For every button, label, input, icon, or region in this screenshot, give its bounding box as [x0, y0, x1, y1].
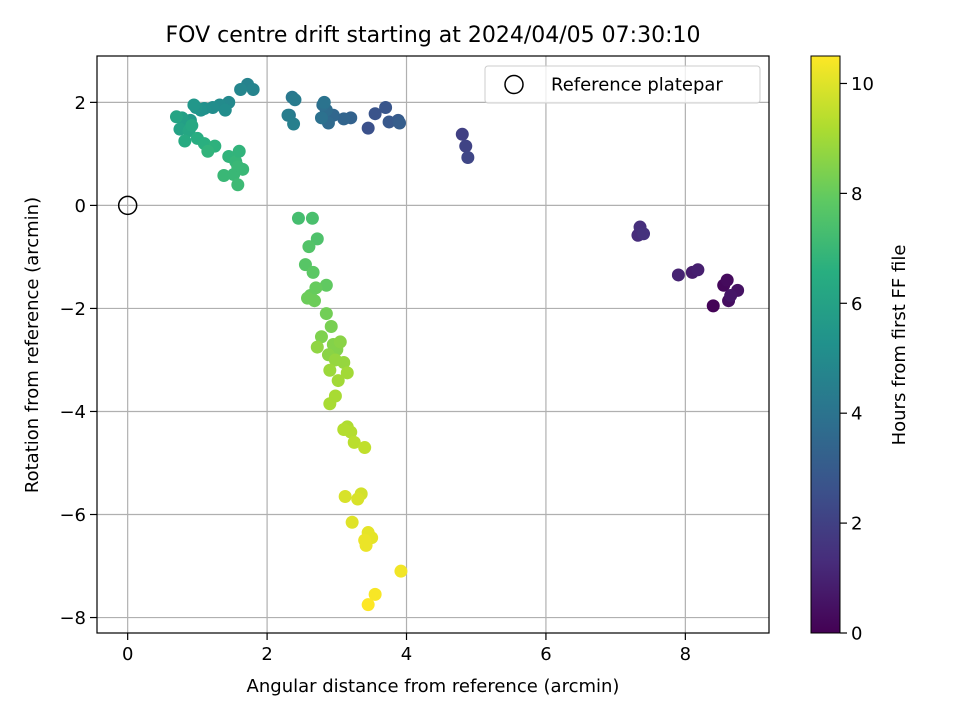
data-point [720, 273, 734, 287]
data-point [187, 98, 201, 112]
colorbar-tick-label: 0 [851, 624, 862, 645]
data-point [314, 330, 328, 344]
data-point [379, 101, 393, 115]
data-point [169, 110, 183, 124]
data-point [178, 134, 192, 148]
data-point [706, 299, 720, 313]
y-tick-label: −8 [59, 608, 86, 629]
data-point [337, 112, 351, 126]
data-point [358, 441, 372, 455]
y-axis: −8 −6 −4 −2 0 2 [59, 93, 97, 629]
data-point [461, 150, 475, 164]
data-point [234, 82, 248, 96]
y-tick-label: −6 [59, 505, 86, 526]
data-point [671, 268, 685, 282]
data-point [340, 366, 354, 380]
data-point [691, 263, 705, 277]
data-point [185, 119, 199, 133]
data-point [288, 93, 302, 107]
chart-title: FOV centre drift starting at 2024/04/05 … [166, 23, 701, 48]
data-point [310, 340, 324, 354]
data-point [361, 121, 375, 135]
legend-marker-icon [504, 74, 524, 95]
data-point [217, 169, 231, 183]
data-point [394, 564, 408, 578]
x-tick-label: 2 [261, 644, 272, 665]
colorbar-tick-label: 8 [851, 184, 862, 205]
data-point [319, 307, 333, 321]
data-point [310, 232, 324, 246]
data-point [323, 363, 337, 377]
data-point [351, 492, 365, 506]
data-points [169, 77, 745, 612]
y-tick-label: −4 [59, 402, 86, 423]
colorbar-ticks: 0 2 4 6 8 10 [840, 74, 874, 645]
data-point [337, 423, 351, 437]
data-point [361, 598, 375, 612]
data-point [218, 103, 232, 117]
data-point [319, 278, 333, 292]
data-point [201, 144, 215, 158]
data-point [331, 374, 345, 388]
legend-entry-label: Reference platepar [551, 75, 723, 96]
data-point [455, 127, 469, 141]
legend-box [484, 65, 761, 104]
colorbar: 0 2 4 6 8 10 Hours from first FF file [810, 55, 910, 645]
data-point [287, 117, 301, 131]
data-point [333, 335, 347, 349]
plot-area-frame [96, 55, 770, 634]
x-axis-label: Angular distance from reference (arcmin) [247, 676, 620, 697]
data-point [291, 211, 305, 225]
data-point [368, 587, 382, 601]
colorbar-tick-label: 2 [851, 514, 862, 535]
colorbar-tick-label: 4 [851, 404, 862, 425]
data-point [314, 111, 328, 125]
y-tick-label: 0 [75, 196, 86, 217]
data-point [231, 178, 245, 192]
data-point [338, 489, 352, 503]
data-point [393, 116, 407, 130]
data-point [305, 211, 319, 225]
reference-point-marker [117, 195, 138, 216]
data-point [637, 227, 651, 241]
data-point [246, 82, 260, 96]
data-point [317, 95, 331, 109]
data-point [302, 240, 316, 254]
data-point [347, 435, 361, 449]
x-tick-label: 6 [540, 644, 551, 665]
x-axis: 0 2 4 6 8 [122, 633, 691, 665]
data-point [236, 162, 250, 176]
colorbar-tick-label: 6 [851, 294, 862, 315]
colorbar-label: Hours from first FF file [889, 245, 910, 446]
data-point [368, 107, 382, 121]
data-point [345, 515, 359, 529]
x-tick-label: 8 [680, 644, 691, 665]
data-point [324, 319, 338, 333]
y-axis-label: Rotation from reference (arcmin) [22, 197, 43, 493]
y-tick-label: −2 [59, 299, 86, 320]
x-tick-label: 0 [122, 644, 133, 665]
colorbar-tick-label: 10 [851, 74, 874, 95]
data-point [301, 291, 315, 305]
data-point [328, 353, 342, 367]
data-point [459, 139, 473, 153]
data-point [359, 538, 373, 552]
data-point [724, 289, 738, 303]
colorbar-gradient [810, 55, 841, 634]
data-point [232, 144, 246, 158]
legend: Reference platepar [484, 65, 761, 104]
x-tick-label: 4 [401, 644, 412, 665]
data-point [323, 397, 337, 411]
y-tick-label: 2 [75, 93, 86, 114]
data-point [306, 265, 320, 279]
